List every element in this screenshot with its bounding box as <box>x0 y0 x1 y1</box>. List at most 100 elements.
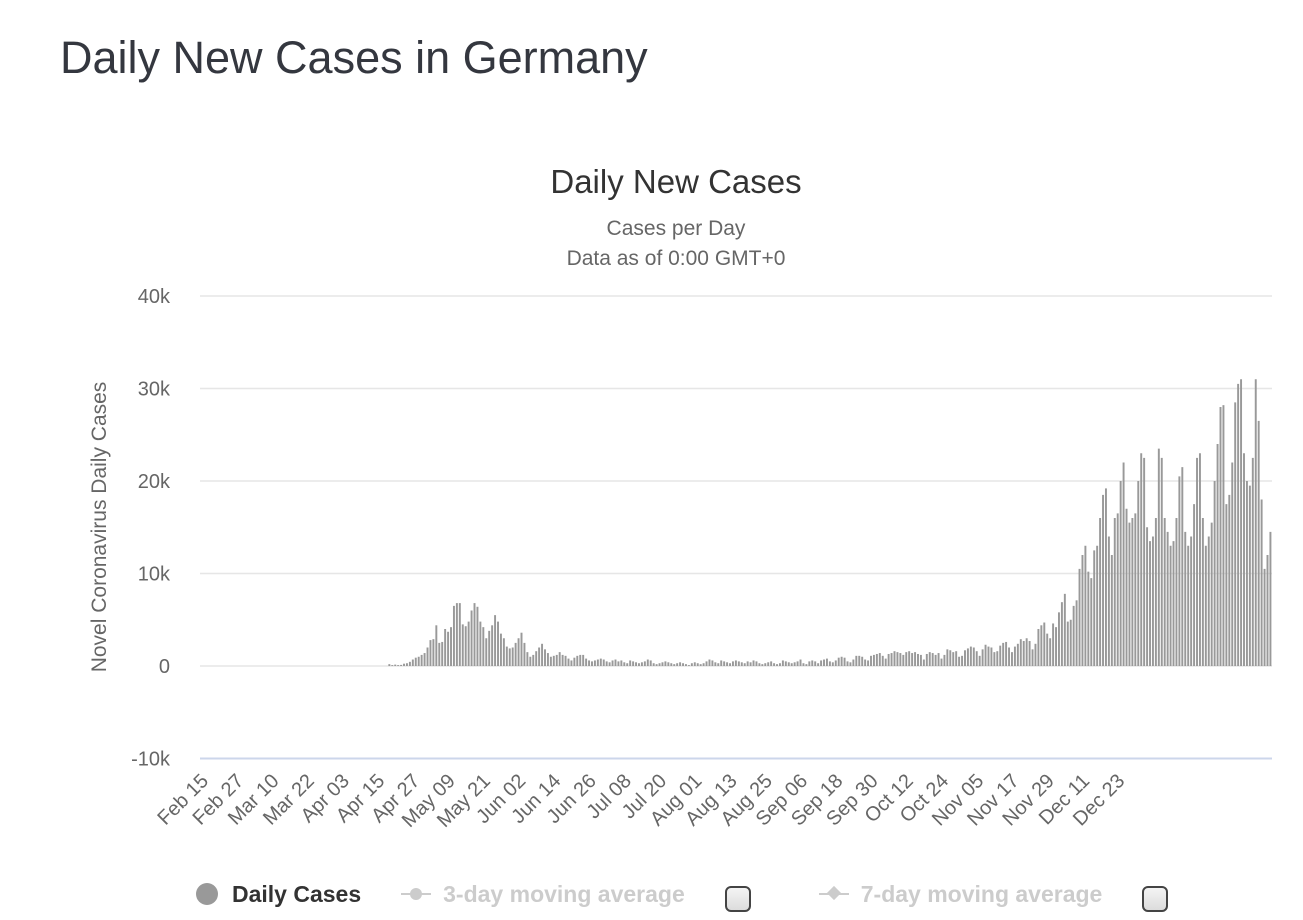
bar[interactable] <box>1075 600 1078 666</box>
bar[interactable] <box>773 663 776 666</box>
bar[interactable] <box>573 657 576 666</box>
bar[interactable] <box>520 632 523 666</box>
bar[interactable] <box>1063 593 1066 666</box>
bar[interactable] <box>593 660 596 666</box>
bar[interactable] <box>914 652 917 667</box>
bar[interactable] <box>717 663 720 666</box>
bar[interactable] <box>1134 513 1137 667</box>
bar[interactable] <box>1231 462 1234 667</box>
bar[interactable] <box>734 660 737 666</box>
bar[interactable] <box>1028 641 1031 666</box>
bar[interactable] <box>670 663 673 666</box>
bar[interactable] <box>999 645 1002 666</box>
bar[interactable] <box>840 656 843 666</box>
bar[interactable] <box>1222 405 1225 666</box>
bar[interactable] <box>1128 522 1131 667</box>
bar[interactable] <box>414 657 417 666</box>
bar[interactable] <box>523 642 526 667</box>
bar[interactable] <box>582 654 585 666</box>
bar[interactable] <box>1178 476 1181 667</box>
bar[interactable] <box>1013 646 1016 666</box>
bar[interactable] <box>770 661 773 667</box>
bar[interactable] <box>693 662 696 666</box>
bar[interactable] <box>919 654 922 666</box>
bar[interactable] <box>405 663 408 666</box>
bar[interactable] <box>975 651 978 666</box>
bar[interactable] <box>1140 453 1143 666</box>
bar[interactable] <box>1187 545 1190 666</box>
bar[interactable] <box>1037 629 1040 666</box>
bar[interactable] <box>444 629 447 666</box>
bar[interactable] <box>796 661 799 667</box>
bar[interactable] <box>1269 531 1272 667</box>
bar[interactable] <box>432 639 435 666</box>
bar[interactable] <box>799 659 802 666</box>
bar[interactable] <box>564 655 567 666</box>
bar[interactable] <box>870 655 872 666</box>
bar[interactable] <box>952 652 955 667</box>
bar[interactable] <box>1243 453 1245 666</box>
bar[interactable] <box>473 603 476 666</box>
bar[interactable] <box>1087 571 1090 666</box>
bar[interactable] <box>1216 444 1219 666</box>
bar[interactable] <box>875 653 878 666</box>
bars[interactable] <box>388 379 1272 667</box>
bar[interactable] <box>1019 639 1022 666</box>
bar[interactable] <box>905 652 908 667</box>
bar[interactable] <box>541 643 544 666</box>
bar[interactable] <box>1157 448 1160 667</box>
bar[interactable] <box>447 631 450 666</box>
bar[interactable] <box>1025 638 1028 666</box>
bar[interactable] <box>690 663 693 666</box>
bar[interactable] <box>546 653 549 666</box>
bar[interactable] <box>837 657 840 666</box>
bar[interactable] <box>740 662 743 666</box>
bar[interactable] <box>1151 536 1154 667</box>
bar[interactable] <box>1193 504 1196 667</box>
bar[interactable] <box>1210 522 1213 667</box>
bar[interactable] <box>605 661 608 667</box>
bar[interactable] <box>990 647 993 667</box>
legend-item-7-day-ma[interactable]: 7-day moving average <box>818 876 1197 912</box>
bar[interactable] <box>458 603 461 666</box>
bar[interactable] <box>896 652 899 667</box>
bar[interactable] <box>1107 536 1110 667</box>
bar[interactable] <box>723 661 726 667</box>
bar[interactable] <box>776 664 778 666</box>
bar[interactable] <box>482 627 485 666</box>
bar[interactable] <box>1181 467 1184 667</box>
bar[interactable] <box>1172 541 1175 667</box>
bar[interactable] <box>996 651 999 666</box>
bar[interactable] <box>781 660 784 666</box>
bar[interactable] <box>685 664 687 666</box>
bar[interactable] <box>931 653 934 666</box>
bar[interactable] <box>491 625 494 666</box>
bar[interactable] <box>978 655 981 666</box>
bar[interactable] <box>814 661 817 667</box>
bar[interactable] <box>746 661 749 667</box>
bar[interactable] <box>711 660 714 666</box>
bar[interactable] <box>411 659 414 666</box>
bar[interactable] <box>464 626 467 666</box>
bar[interactable] <box>643 661 646 667</box>
bar[interactable] <box>623 662 626 666</box>
bar[interactable] <box>611 660 614 666</box>
bar[interactable] <box>699 664 702 666</box>
bar[interactable] <box>825 658 828 666</box>
bar[interactable] <box>485 638 488 666</box>
bar[interactable] <box>872 654 875 666</box>
bar[interactable] <box>834 660 837 666</box>
bar[interactable] <box>640 662 643 666</box>
bar[interactable] <box>902 654 905 666</box>
bar[interactable] <box>861 656 864 666</box>
bar[interactable] <box>585 658 588 666</box>
bar[interactable] <box>655 664 658 666</box>
bar[interactable] <box>535 651 538 666</box>
bar[interactable] <box>820 660 823 666</box>
bar[interactable] <box>1011 652 1013 667</box>
bar[interactable] <box>729 663 731 666</box>
bar[interactable] <box>532 654 535 666</box>
bar[interactable] <box>1201 518 1204 666</box>
bar[interactable] <box>499 633 502 667</box>
bar[interactable] <box>966 648 969 666</box>
